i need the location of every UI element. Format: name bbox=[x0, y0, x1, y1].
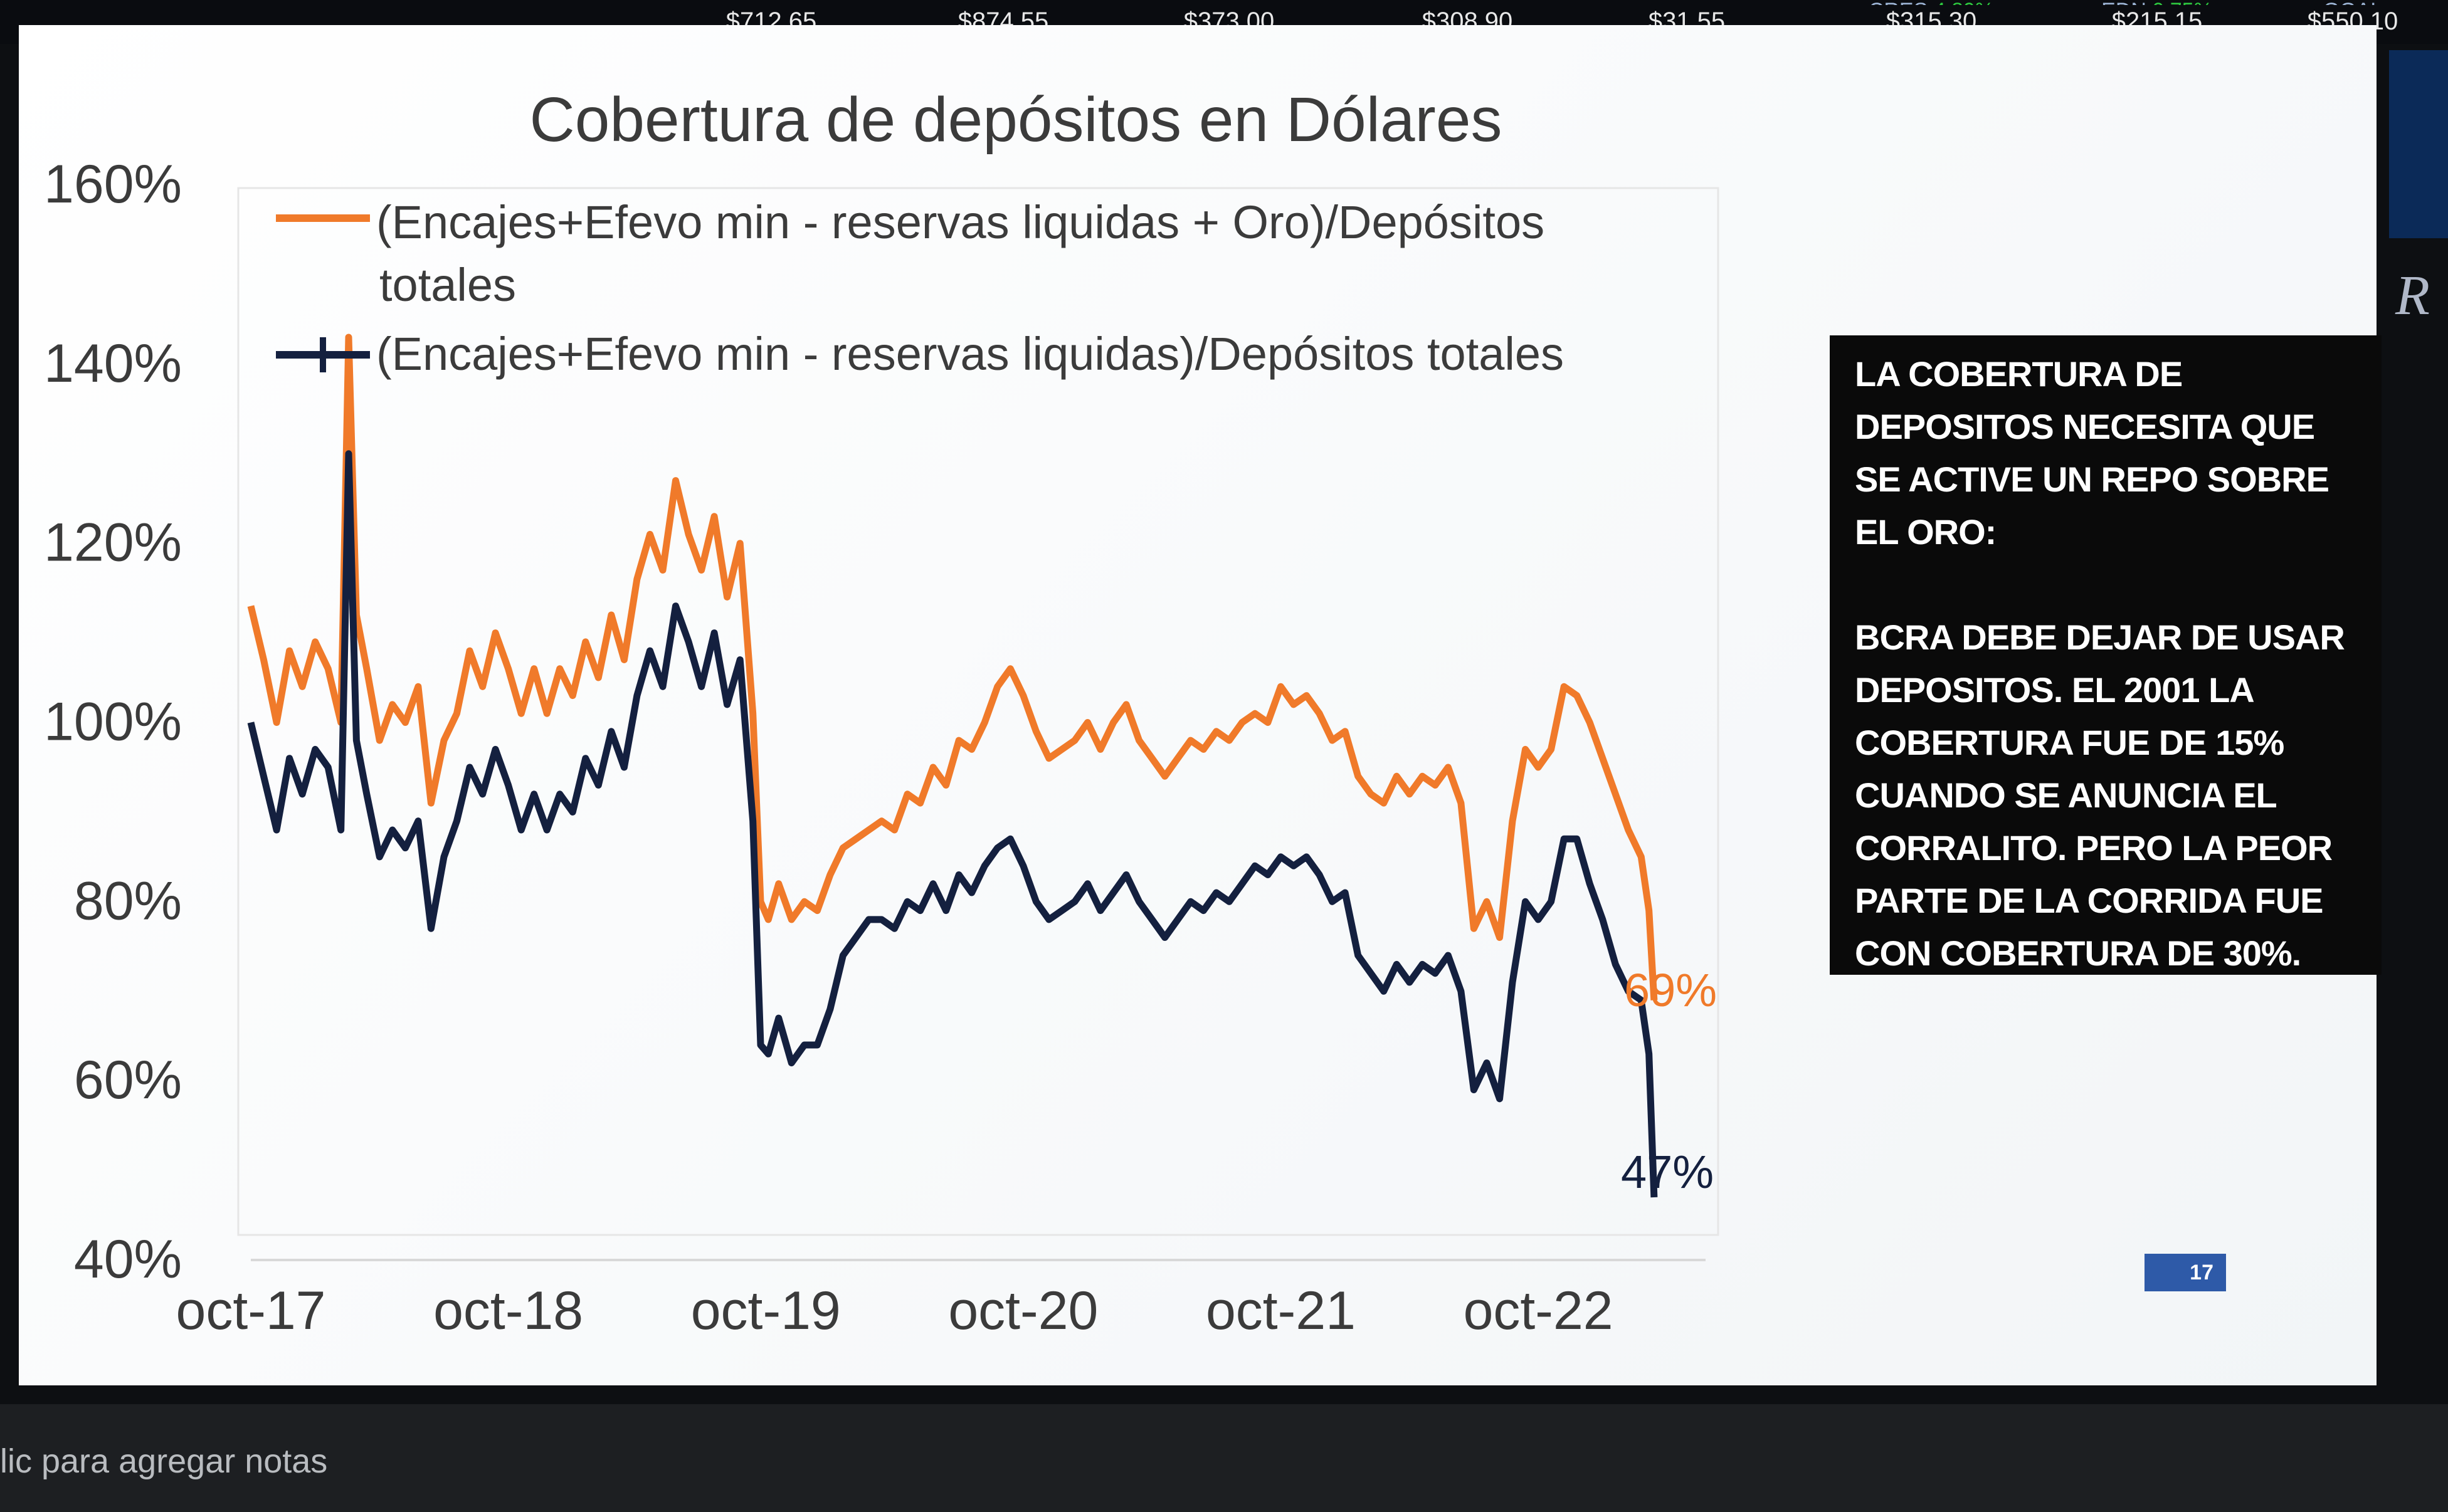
slide-number: 17 bbox=[2145, 1254, 2226, 1291]
ticker-symbol: GGAL bbox=[2257, 0, 2448, 5]
x-tick-label: oct-18 bbox=[433, 1281, 583, 1341]
y-tick-label: 60% bbox=[74, 1050, 182, 1110]
x-tick-label: oct-21 bbox=[1206, 1281, 1356, 1341]
annotation-heading: LA COBERTURA DE DEPOSITOS NECESITA QUE S… bbox=[1855, 354, 2329, 552]
ticker-symbol: CRES 4,89% bbox=[1818, 0, 2044, 5]
series-line-oro bbox=[247, 333, 1658, 1000]
x-tick-label: oct-22 bbox=[1464, 1281, 1613, 1341]
legend-box bbox=[237, 187, 1719, 1236]
y-tick-label: 160% bbox=[44, 154, 182, 214]
legend: (Encajes+Efevo min - reservas liquidas +… bbox=[276, 196, 1564, 380]
ticker-change: 0,75% bbox=[2152, 0, 2212, 5]
y-tick-label: 140% bbox=[44, 333, 182, 394]
y-tick-label: 120% bbox=[44, 513, 182, 573]
notes-pane[interactable] bbox=[0, 1404, 2448, 1512]
y-tick-label: 40% bbox=[74, 1229, 182, 1289]
annotation-box: LA COBERTURA DE DEPOSITOS NECESITA QUE S… bbox=[1830, 335, 2382, 975]
notes-placeholder[interactable]: lic para agregar notas bbox=[0, 1442, 328, 1480]
side-panel-edge bbox=[2389, 50, 2448, 238]
x-tick-label: oct-19 bbox=[691, 1281, 841, 1341]
x-tick-label: oct-17 bbox=[176, 1281, 325, 1341]
legend-label-oro: (Encajes+Efevo min - reservas liquidas +… bbox=[376, 196, 1544, 311]
x-tick-label: oct-20 bbox=[948, 1281, 1098, 1341]
side-panel-letter: R bbox=[2395, 265, 2430, 327]
y-tick-label: 80% bbox=[74, 871, 182, 931]
x-axis: oct-17 oct-18 oct-19 oct-20 oct-21 oct-22 bbox=[176, 1281, 1613, 1341]
end-label-orange: 69% bbox=[1624, 964, 1717, 1016]
y-tick-label: 100% bbox=[44, 692, 182, 752]
annotation-body: BCRA DEBE DEJAR DE USAR DEPOSITOS. EL 20… bbox=[1855, 617, 2345, 973]
ticker-change: 4,89% bbox=[1934, 0, 1994, 5]
ticker-symbol: EDN 0,75% bbox=[2044, 0, 2270, 5]
end-label-navy: 47% bbox=[1621, 1146, 1714, 1198]
y-axis: 40% 60% 80% 100% 120% 140% 160% bbox=[44, 154, 182, 1289]
series-group bbox=[247, 333, 1658, 1198]
series-line-sin-oro bbox=[247, 450, 1658, 1198]
legend-label-sin-oro: (Encajes+Efevo min - reservas liquidas)/… bbox=[376, 328, 1564, 380]
chart-title: Cobertura de depósitos en Dólares bbox=[530, 85, 1502, 155]
